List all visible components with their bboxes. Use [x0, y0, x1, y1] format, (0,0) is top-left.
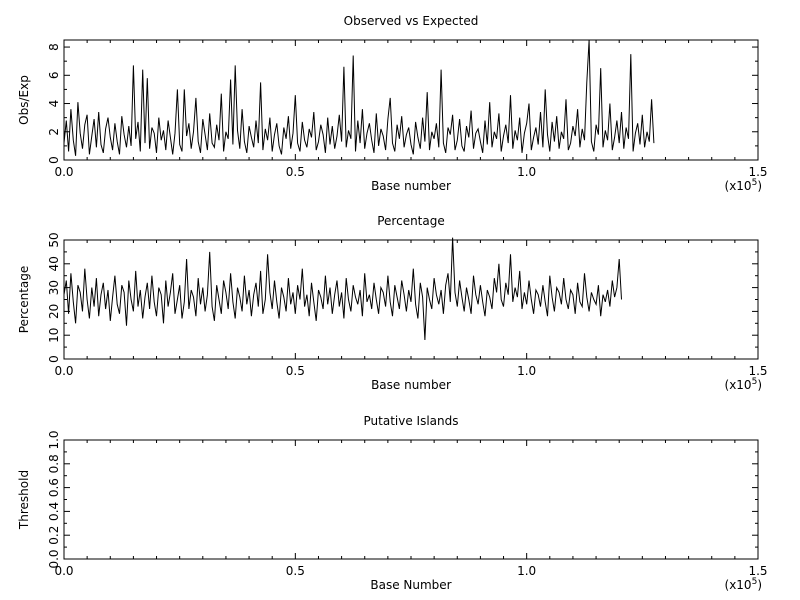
y-tick-label: 40 [47, 256, 61, 271]
multiplier-base: (x10 [725, 378, 752, 392]
multiplier-base: (x10 [725, 578, 752, 592]
y-tick-label: 8 [47, 43, 61, 51]
x-axis-multiplier: (x105) [725, 178, 762, 193]
y-tick-label: 0.4 [47, 502, 61, 521]
x-axis-multiplier: (x105) [725, 377, 762, 392]
x-axis-multiplier: (x105) [725, 577, 762, 592]
x-tick-label: 1.5 [748, 364, 767, 378]
x-tick-label: 0.5 [286, 564, 305, 578]
chart-title: Putative Islands [364, 414, 459, 428]
chart-panel-3: Putative Islands 0.0 0.5 1.0 1.5 0.0 0.2 0.4 0.6… [17, 414, 768, 592]
series-line-1 [63, 237, 622, 341]
x-tick-label: 0.0 [54, 564, 73, 578]
multiplier-exponent: 5 [752, 377, 758, 387]
y-tick-label: 4 [47, 100, 61, 108]
y-tick-label: 0.2 [47, 526, 61, 545]
y-tick-label: 0.8 [47, 454, 61, 473]
x-axis-label: Base number [371, 179, 451, 193]
multiplier-exponent: 5 [752, 178, 758, 188]
chart-panel-2: Percentage 0.0 0.5 1.0 1.5 0 10 20 30 40 50 Base nu… [17, 214, 768, 392]
chart-title: Percentage [377, 214, 445, 228]
multiplier-close: ) [757, 578, 762, 592]
x-axis-label: Base Number [370, 578, 451, 592]
x-tick-label: 0.0 [54, 165, 73, 179]
x-tick-label: 1.0 [517, 364, 536, 378]
x-tick-label: 0.0 [54, 364, 73, 378]
multiplier-close: ) [757, 378, 762, 392]
y-tick-label: 20 [47, 304, 61, 319]
y-tick-label: 0 [47, 355, 61, 363]
y-tick-label: 2 [47, 128, 61, 136]
y-axis-label: Threshold [17, 470, 31, 530]
y-tick-label: 0 [47, 156, 61, 164]
x-axis-label: Base number [371, 378, 451, 392]
x-tick-label: 1.5 [748, 564, 767, 578]
multiplier-close: ) [757, 179, 762, 193]
chart-title: Observed vs Expected [344, 14, 479, 28]
chart-panel-1: Observed vs Expected 0.0 0.5 1.0 1.5 0 2 4 6 8 Bas… [17, 14, 768, 193]
series-line-1 [63, 39, 655, 156]
x-tick-label: 1.5 [748, 165, 767, 179]
x-tick-label: 1.0 [517, 165, 536, 179]
y-tick-label: 30 [47, 280, 61, 295]
x-tick-label: 0.5 [286, 364, 305, 378]
y-tick-label: 0.0 [47, 549, 61, 568]
multiplier-base: (x10 [725, 179, 752, 193]
y-axis-label: Obs/Exp [17, 75, 31, 125]
multiplier-exponent: 5 [752, 577, 758, 587]
x-tick-label: 0.5 [286, 165, 305, 179]
x-tick-label: 1.0 [517, 564, 536, 578]
y-axis-label: Percentage [17, 266, 31, 334]
plot-frame [63, 439, 759, 560]
y-tick-label: 50 [47, 232, 61, 247]
y-tick-label: 0.6 [47, 478, 61, 497]
y-tick-label: 1.0 [47, 430, 61, 449]
y-tick-label: 6 [47, 71, 61, 79]
y-tick-label: 10 [47, 328, 61, 343]
